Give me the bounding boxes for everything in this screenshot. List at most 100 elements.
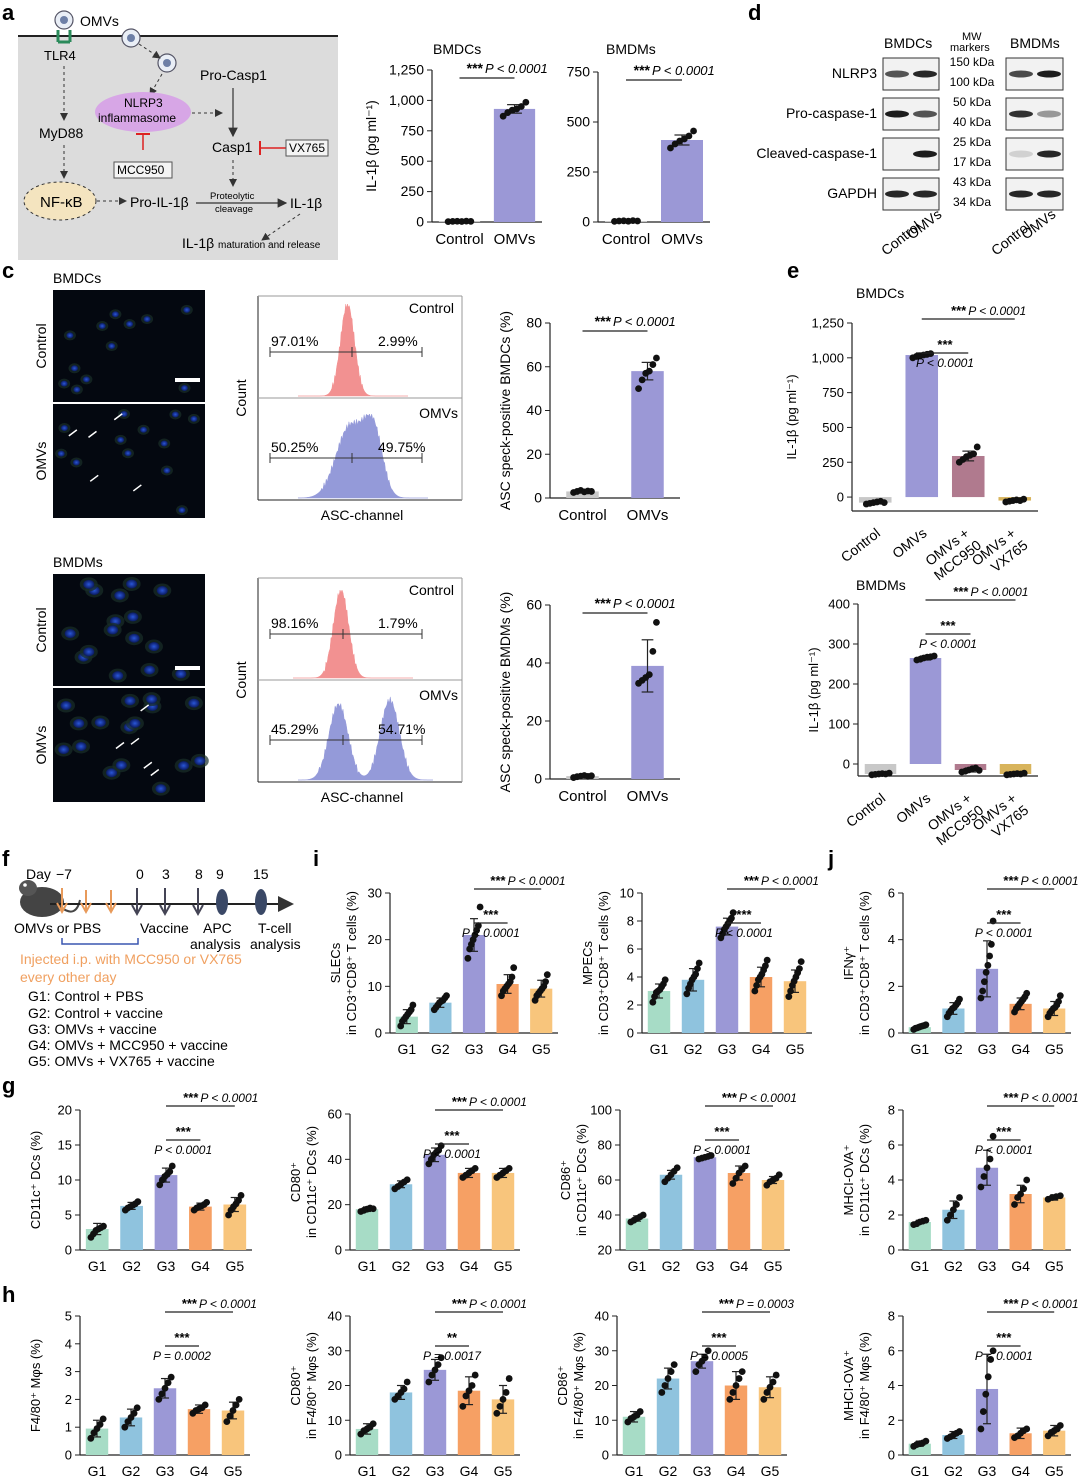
blot-band — [913, 150, 937, 158]
bar-g3 — [154, 1175, 178, 1250]
data-point — [987, 1356, 995, 1363]
y-axis-label-line2: in CD3⁺CD8⁺ T cells (%) — [344, 891, 359, 1035]
data-point — [403, 1176, 411, 1184]
data-point — [738, 1368, 746, 1375]
timeline-markers — [56, 888, 267, 917]
bar-g1 — [625, 1218, 649, 1250]
data-point — [979, 1408, 987, 1415]
significance-p: P = 0.0005 — [690, 1349, 748, 1363]
y-tick-label: 0 — [888, 1243, 895, 1258]
y-axis-label: F4/80⁺ Mφs (%) — [28, 1339, 43, 1432]
data-point — [729, 1389, 737, 1396]
flow-omvs-label: OMVs — [419, 405, 458, 421]
cell-nucleus — [60, 425, 68, 432]
x-tick-label: G5 — [494, 1463, 513, 1479]
cell-nucleus — [124, 450, 132, 457]
significance-stars: *** — [996, 907, 1012, 922]
bar-g4 — [727, 1173, 751, 1250]
y-tick-label: 250 — [401, 183, 425, 199]
data-point — [683, 990, 691, 998]
y-tick-label: 500 — [401, 153, 425, 169]
data-point — [753, 982, 760, 989]
blot-mw-header: MW — [962, 31, 982, 43]
cell-nucleus — [194, 756, 206, 766]
bar-g2 — [656, 1378, 680, 1455]
y-axis-label-line1: CD86⁺ — [555, 1365, 570, 1405]
blot-band — [1009, 70, 1033, 78]
significance-stars: *** — [722, 1090, 738, 1105]
cell-nucleus — [71, 365, 79, 372]
significance-p: P < 0.0001 — [154, 1143, 212, 1157]
significance-p: P < 0.0001 — [1021, 874, 1079, 888]
flow-omvs-label: OMVs — [419, 687, 458, 703]
data-point — [664, 1375, 672, 1382]
flow-gate-right-percent: 49.75% — [378, 439, 425, 455]
bar-g4 — [189, 1206, 212, 1250]
data-point — [158, 1390, 166, 1398]
panel-label-e: e — [787, 258, 799, 283]
mouse-icon — [19, 880, 81, 917]
data-point — [653, 354, 660, 362]
data-point — [751, 987, 759, 995]
chart-b1: 0 250 500 750 1,000 1,250 IL-1β (pg ml⁻¹) BMDCs… — [363, 41, 548, 248]
flow-control-label: Control — [409, 300, 454, 316]
significance-stars: *** — [940, 618, 956, 633]
chart-j1: 0 2 4 6 IFNγ⁺ in CD3⁺CD8⁺ T cells (%) G1 G2 G3 G4… — [841, 873, 1079, 1057]
data-point — [885, 769, 893, 777]
blot-band — [885, 70, 909, 78]
y-tick-label: 6 — [888, 1343, 895, 1358]
data-point — [99, 1415, 107, 1423]
flow-y-label: Count — [233, 379, 249, 416]
timeline-day-9: 9 — [216, 866, 224, 882]
data-point — [235, 1396, 243, 1403]
cleavage-label: cleavage — [215, 204, 253, 215]
y-axis-label-line1: SLECs — [328, 942, 343, 983]
micrograph-row-label: OMVs — [33, 726, 49, 765]
data-point — [522, 98, 530, 106]
timeline-day-15: 15 — [253, 866, 269, 882]
data-point — [975, 767, 983, 774]
x-tick-label: G4 — [1011, 1041, 1030, 1057]
y-tick-label: 4 — [888, 1173, 895, 1188]
significance-p: P < 0.0001 — [423, 1147, 481, 1161]
x-tick-label: G3 — [978, 1258, 997, 1274]
y-tick-label: 40 — [595, 1309, 609, 1324]
timeline-day-8: 8 — [195, 866, 203, 882]
significance-stars: *** — [951, 303, 967, 318]
significance-p: P < 0.0001 — [508, 874, 566, 888]
cell-nucleus — [94, 717, 106, 727]
data-point — [588, 488, 595, 495]
data-point — [760, 1396, 768, 1403]
data-point — [649, 998, 657, 1006]
bar-g1 — [908, 1443, 931, 1455]
nucleus-shape — [23, 181, 97, 221]
y-tick-label: 30 — [368, 886, 382, 901]
y-tick-label: 10 — [595, 1413, 609, 1428]
data-point — [953, 1201, 960, 1208]
data-point — [670, 1361, 678, 1369]
y-tick-label: 1,250 — [389, 62, 424, 78]
y-tick-label: 40 — [328, 1152, 342, 1167]
chart-e1: 0 250 500 750 1,000 1,250 IL-1β (pg ml⁻¹) BMDCs… — [784, 285, 1038, 583]
bar-omvs — [909, 658, 942, 764]
x-tick-label: Control — [435, 231, 483, 248]
apc-analysis-label-1: APC — [203, 920, 232, 936]
significance-p: P < 0.0001 — [199, 1297, 257, 1311]
tcell-analysis-label-1: T-cell — [258, 920, 291, 936]
flow-bmdms: 98.16% 1.79% 45.29% 54.71% Control OMVs ASC-ch… — [233, 577, 463, 805]
y-tick-label: 80 — [526, 315, 542, 331]
significance-stars: *** — [452, 1094, 468, 1109]
y-tick-label: 4 — [888, 1378, 895, 1393]
micrograph-row-label: Control — [33, 323, 49, 368]
significance-p: P < 0.0001 — [919, 637, 977, 651]
cell-nucleus — [140, 426, 148, 433]
cell-nucleus — [106, 768, 118, 778]
data-point — [1023, 989, 1031, 997]
flow-x-label: ASC-channel — [321, 789, 404, 805]
data-point — [728, 914, 735, 922]
release-text: maturation and release — [218, 240, 321, 251]
cell-nucleus — [178, 761, 190, 771]
data-point — [987, 940, 995, 948]
data-point — [763, 956, 771, 964]
tlr4-label: TLR4 — [44, 48, 76, 63]
